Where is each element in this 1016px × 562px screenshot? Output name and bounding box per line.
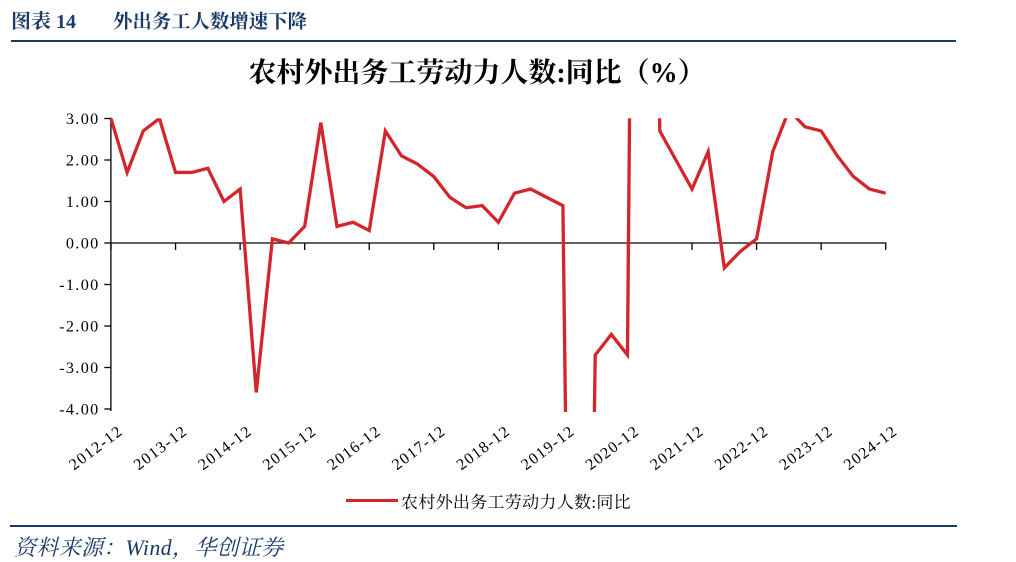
figure-caption: 外出务工人数增速下降 [113, 6, 307, 34]
y-tick-label: -1.00 [59, 271, 99, 295]
legend-label: 农村外出务工劳动力人数:同比 [401, 487, 631, 513]
chart-title: 农村外出务工劳动力人数:同比（%） [248, 51, 706, 91]
y-tick-label: 3.00 [66, 105, 100, 129]
x-tick-label: 2013-12 [128, 419, 192, 475]
y-tick-label: -4.00 [59, 396, 99, 420]
x-tick-label: 2019-12 [515, 419, 579, 475]
footer-divider [10, 524, 957, 528]
y-tick-label: -3.00 [59, 354, 99, 378]
series-line [109, 118, 887, 413]
x-tick-label: 2020-12 [580, 419, 644, 475]
y-axis-labels: 3.00 2.00 1.00 0.00 -1.00 -2.00 -3.00 -4.00 [59, 105, 100, 420]
x-tick-label: 2015-12 [257, 419, 321, 475]
x-tick-label: 2021-12 [644, 419, 708, 475]
y-tick-label: 2.00 [66, 147, 100, 171]
legend-line-swatch [346, 498, 399, 502]
y-tick-label: 1.00 [66, 188, 100, 212]
figure-header: 图表 14 外出务工人数增速下降 [11, 6, 307, 34]
header-divider [11, 39, 956, 43]
x-axis-labels: 2012-12 2013-12 2014-12 2015-12 2016-12 2017-… [63, 419, 901, 475]
source-note: 资料来源：Wind，华创证券 [14, 531, 284, 562]
y-tick-label: 0.00 [66, 230, 100, 254]
axes [104, 117, 887, 411]
x-tick-label: 2012-12 [63, 419, 127, 475]
y-tick-label: -2.00 [59, 313, 99, 337]
chart-legend: 农村外出务工劳动力人数:同比 [0, 487, 977, 513]
x-tick-label: 2022-12 [709, 419, 773, 475]
figure-label: 图表 14 [11, 5, 76, 34]
x-tick-label: 2024-12 [838, 419, 902, 475]
x-tick-label: 2018-12 [451, 419, 515, 475]
x-tick-label: 2017-12 [386, 419, 450, 475]
x-tick-label: 2023-12 [773, 419, 837, 475]
x-tick-label: 2016-12 [321, 419, 385, 475]
x-tick-label: 2014-12 [192, 419, 256, 475]
